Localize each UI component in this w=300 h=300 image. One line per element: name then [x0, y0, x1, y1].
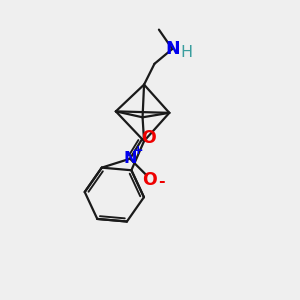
- Text: H: H: [181, 45, 193, 60]
- Text: N: N: [165, 40, 180, 58]
- Text: -: -: [158, 174, 165, 189]
- Text: N: N: [123, 151, 137, 166]
- Text: O: O: [142, 171, 157, 189]
- Text: +: +: [133, 144, 144, 157]
- Text: O: O: [141, 129, 156, 147]
